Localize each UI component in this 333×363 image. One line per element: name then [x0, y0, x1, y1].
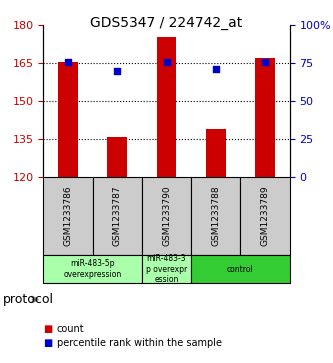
Bar — [191, 255, 290, 283]
Point — [262, 59, 268, 65]
Text: percentile rank within the sample: percentile rank within the sample — [57, 338, 221, 348]
Text: GDS5347 / 224742_at: GDS5347 / 224742_at — [90, 16, 243, 30]
Text: GSM1233786: GSM1233786 — [63, 186, 73, 246]
Bar — [191, 177, 240, 255]
Text: miR-483-5p
overexpression: miR-483-5p overexpression — [64, 259, 122, 279]
Bar — [240, 177, 290, 255]
Point — [213, 66, 218, 72]
Text: miR-483-3
p overexpr
ession: miR-483-3 p overexpr ession — [146, 254, 187, 284]
Bar — [107, 136, 127, 177]
Bar — [58, 62, 78, 177]
Text: count: count — [57, 323, 84, 334]
Point — [164, 59, 169, 65]
Text: GSM1233787: GSM1233787 — [113, 186, 122, 246]
Text: control: control — [227, 265, 254, 274]
Bar — [157, 37, 176, 177]
Bar — [142, 177, 191, 255]
Text: protocol: protocol — [3, 293, 54, 306]
Text: ■: ■ — [43, 338, 53, 348]
Point — [115, 68, 120, 74]
Bar — [93, 177, 142, 255]
Bar — [142, 255, 191, 283]
Bar — [43, 255, 142, 283]
Text: ■: ■ — [43, 323, 53, 334]
Text: GSM1233789: GSM1233789 — [260, 186, 270, 246]
Text: GSM1233788: GSM1233788 — [211, 186, 220, 246]
Text: GSM1233790: GSM1233790 — [162, 186, 171, 246]
Bar — [255, 58, 275, 177]
Bar — [43, 177, 93, 255]
Point — [65, 59, 71, 65]
Bar — [206, 129, 226, 177]
